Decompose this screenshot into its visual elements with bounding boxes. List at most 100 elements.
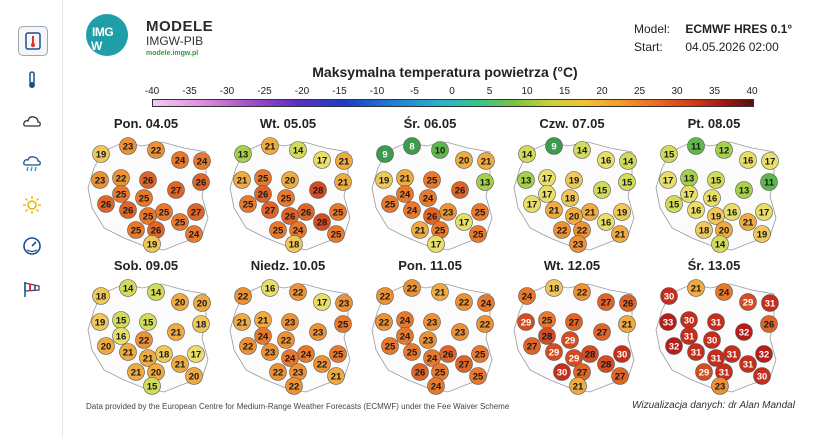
station-marker: 20 <box>455 151 473 169</box>
chart-title: Maksymalna temperatura powietrza (°C) <box>312 64 578 80</box>
station-dot <box>476 173 494 191</box>
station-dot <box>423 313 441 331</box>
start-label: Start: <box>634 40 663 54</box>
station-marker: 25 <box>139 207 157 225</box>
station-temperature: 21 <box>691 284 702 295</box>
station-marker: 28 <box>538 327 556 345</box>
station-dot <box>573 141 591 159</box>
windsock-icon[interactable] <box>18 275 46 303</box>
station-temperature: 26 <box>455 186 466 197</box>
station-temperature: 22 <box>151 146 162 157</box>
station-temperature: 28 <box>542 332 553 343</box>
station-temperature: 22 <box>116 174 127 185</box>
station-temperature: 26 <box>151 226 162 237</box>
station-marker: 20 <box>715 221 733 239</box>
station-marker: 14 <box>573 141 591 159</box>
station-marker: 21 <box>569 377 587 395</box>
station-temperature: 23 <box>427 318 438 329</box>
station-marker: 22 <box>269 363 287 381</box>
station-marker: 25 <box>334 315 352 333</box>
station-temperature: 22 <box>380 292 391 303</box>
cloud-icon[interactable] <box>18 108 46 136</box>
station-dot <box>545 343 563 361</box>
station-marker: 26 <box>760 315 778 333</box>
station-temperature: 13 <box>480 178 491 189</box>
station-temperature: 17 <box>431 240 442 251</box>
station-marker: 22 <box>147 141 165 159</box>
thermometer-map-icon[interactable] <box>18 26 48 56</box>
station-marker: 26 <box>423 207 441 225</box>
station-temperature: 25 <box>385 342 396 353</box>
station-temperature: 26 <box>123 206 134 217</box>
station-temperature: 20 <box>569 212 580 223</box>
station-temperature: 22 <box>379 318 390 329</box>
station-dot <box>597 213 615 231</box>
station-temperature: 22 <box>459 298 470 309</box>
station-marker: 22 <box>476 315 494 333</box>
station-temperature: 19 <box>379 176 390 187</box>
station-dot <box>753 367 771 385</box>
station-dot <box>334 315 352 333</box>
station-temperature: 25 <box>542 316 553 327</box>
station-marker: 29 <box>695 363 713 381</box>
station-dot <box>753 225 771 243</box>
station-temperature: 16 <box>743 156 754 167</box>
station-dot <box>665 195 683 213</box>
station-temperature: 14 <box>151 288 162 299</box>
station-temperature: 21 <box>175 360 186 371</box>
station-temperature: 25 <box>331 230 342 241</box>
thermometer-icon[interactable] <box>18 66 46 94</box>
station-dot <box>185 367 203 385</box>
station-temperature: 19 <box>617 208 628 219</box>
station-dot <box>659 313 677 331</box>
station-temperature: 24 <box>481 299 492 310</box>
station-temperature: 16 <box>116 332 127 343</box>
station-temperature: 15 <box>669 200 680 211</box>
station-temperature: 33 <box>663 318 674 329</box>
sun-icon[interactable] <box>18 191 46 219</box>
scale-tick-label: 35 <box>708 86 721 97</box>
station-marker: 20 <box>171 293 189 311</box>
station-marker: 18 <box>545 279 563 297</box>
station-marker: 29 <box>561 331 579 349</box>
station-temperature: 14 <box>577 146 588 157</box>
station-temperature: 26 <box>443 350 454 361</box>
station-temperature: 31 <box>719 368 730 379</box>
panel-date-title: Pt. 08.05 <box>687 116 741 131</box>
station-dot <box>760 315 778 333</box>
station-temperature: 19 <box>95 318 106 329</box>
station-temperature: 17 <box>759 208 770 219</box>
station-marker: 27 <box>597 293 615 311</box>
station-marker: 23 <box>281 313 299 331</box>
station-dot <box>611 225 629 243</box>
station-temperature: 24 <box>427 354 438 365</box>
station-marker: 26 <box>619 294 637 312</box>
station-temperature: 24 <box>407 206 418 217</box>
station-marker: 30 <box>613 345 631 363</box>
station-temperature: 25 <box>475 350 486 361</box>
station-temperature: 18 <box>699 226 710 237</box>
station-dot <box>269 363 287 381</box>
station-marker: 19 <box>92 145 110 163</box>
station-dot <box>396 185 414 203</box>
station-temperature: 25 <box>258 174 269 185</box>
station-temperature: 31 <box>691 348 702 359</box>
station-temperature: 27 <box>527 342 538 353</box>
station-marker: 23 <box>309 323 327 341</box>
station-temperature: 22 <box>289 382 300 393</box>
forecast-panel: Śr. 06.05 8 9 10 20 21 13 21 25 19 26 24 25 24 23 25 24 2… <box>368 116 495 253</box>
gauge-icon[interactable] <box>18 232 46 260</box>
station-temperature: 22 <box>557 226 568 237</box>
station-marker: 21 <box>334 173 352 191</box>
brand-url[interactable]: modele.imgw.pl <box>146 50 199 57</box>
station-temperature: 27 <box>569 318 580 329</box>
scale-tick-label: -25 <box>257 86 272 97</box>
poland-map: 8 9 10 20 21 13 21 25 19 26 24 25 24 23 25 24 26 17 21 25 25… <box>371 137 495 253</box>
station-dot <box>97 195 115 213</box>
station-dot <box>423 207 441 225</box>
rain-cloud-icon[interactable] <box>18 150 46 178</box>
station-marker: 16 <box>723 203 741 221</box>
station-marker: 25 <box>277 189 295 207</box>
station-marker: 21 <box>611 225 629 243</box>
station-marker: 14 <box>711 235 729 253</box>
